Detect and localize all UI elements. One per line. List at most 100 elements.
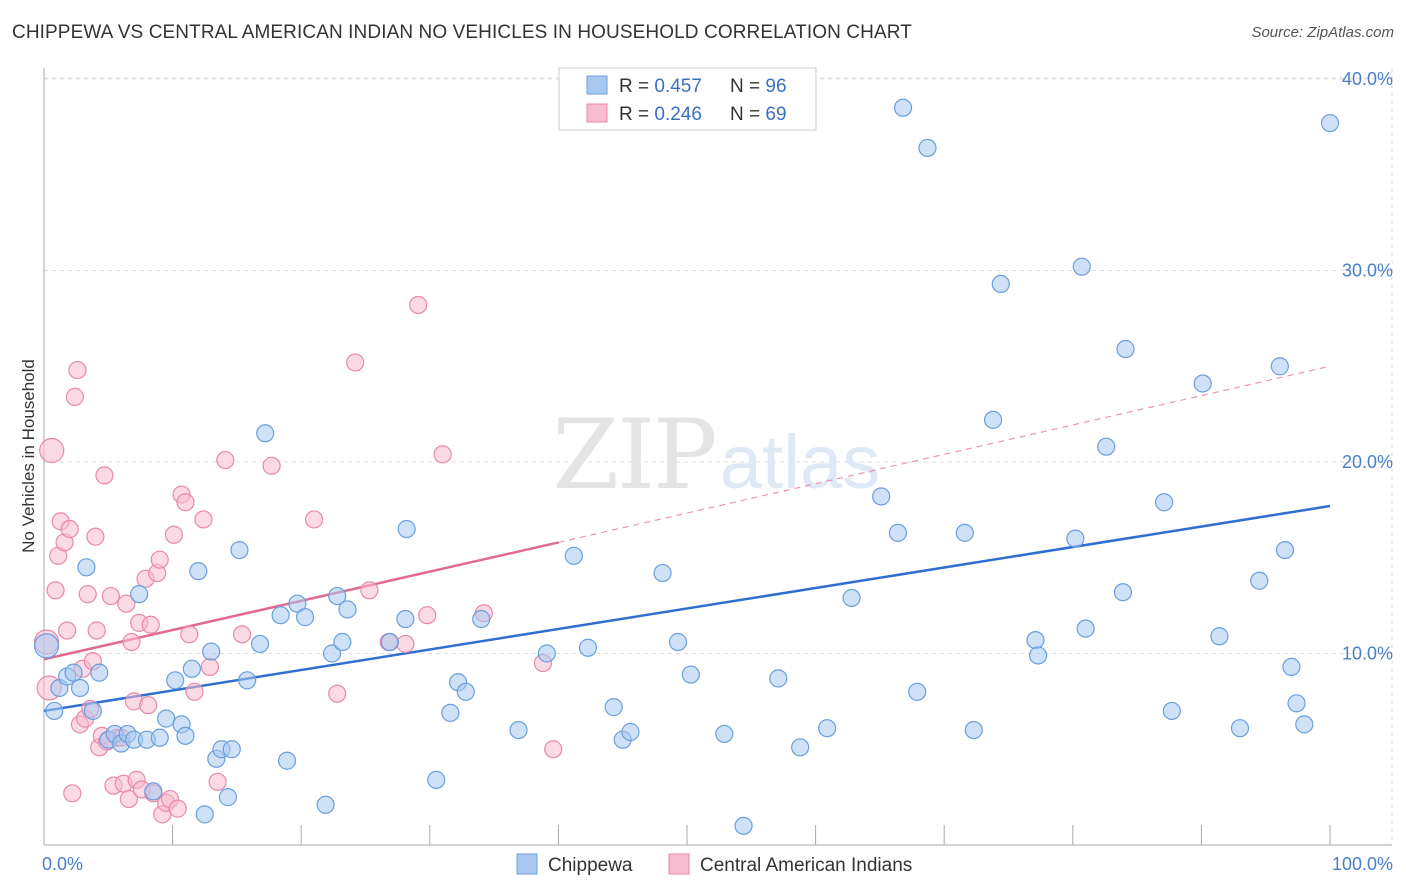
chippewa-point — [202, 642, 221, 661]
chippewa-point — [189, 562, 208, 581]
chippewa-point — [83, 701, 102, 721]
central-american-point — [304, 510, 324, 529]
chippewa-point — [176, 726, 195, 745]
chippewa-point — [964, 720, 983, 740]
bottom-legend-swatch-central — [668, 853, 690, 875]
chippewa-point — [218, 788, 237, 807]
central-american-point — [409, 295, 428, 315]
y-tick-label: 20.0% — [1342, 452, 1393, 472]
chippewa-point — [295, 608, 315, 627]
chippewa-point — [316, 795, 335, 814]
svg-text:N = 69: N = 69 — [730, 104, 787, 125]
chippewa-point — [195, 805, 214, 824]
chippewa-point — [1250, 571, 1269, 590]
chippewa-point — [277, 751, 297, 770]
central-american-point — [46, 581, 65, 600]
y-tick-label: 10.0% — [1342, 644, 1393, 664]
chippewa-point — [791, 738, 810, 757]
chippewa-point — [166, 671, 185, 690]
chippewa-point — [397, 519, 416, 539]
chippewa-point — [77, 558, 96, 577]
central-american-point — [200, 657, 219, 677]
central-american-point — [164, 525, 183, 544]
central-american-point — [208, 772, 227, 791]
chippewa-point — [64, 663, 83, 682]
chippewa-point — [256, 424, 275, 443]
chippewa-point — [238, 671, 257, 690]
chippewa-point — [578, 638, 598, 657]
chippewa-point — [441, 703, 460, 722]
chippewa-point — [509, 720, 528, 740]
y-tick-label: 30.0% — [1342, 261, 1393, 281]
chippewa-point — [33, 633, 60, 659]
central-american-point — [194, 510, 213, 529]
chippewa-point — [1230, 719, 1250, 738]
chippewa-point — [653, 563, 672, 583]
legend-r-value-2: 0.246 — [654, 104, 702, 125]
legend-r-label-1: R = — [619, 76, 654, 97]
y-tick-label: 40.0% — [1342, 69, 1393, 89]
legend-n-value-2: 69 — [765, 104, 786, 125]
central-american-point — [216, 450, 235, 470]
axis-layer: 10.0% 20.0% 30.0% 40.0% 0.0% 100.0% — [42, 68, 1393, 874]
chippewa-point — [715, 724, 734, 744]
chippewa-point — [1320, 113, 1340, 133]
chippewa-point — [983, 410, 1003, 429]
chippewa-point — [230, 540, 249, 560]
chippewa-point — [130, 585, 149, 604]
central-american-point — [396, 634, 415, 654]
chippewa-point — [1066, 529, 1085, 548]
bottom-legend-swatch-chippewa — [516, 853, 538, 875]
central-american-point — [544, 740, 563, 759]
chippewa-point — [1193, 374, 1212, 393]
central-american-point — [39, 437, 65, 464]
chippewa-point — [681, 665, 700, 684]
central-american-point — [360, 581, 379, 600]
central-american-point — [262, 456, 281, 475]
svg-text:R = 0.457: R = 0.457 — [619, 76, 702, 97]
central-american-point — [58, 621, 77, 640]
central-american-point — [433, 445, 452, 464]
central-american-point — [65, 387, 84, 406]
central-american-point — [328, 684, 347, 703]
legend-box: R = 0.457 N = 96 R = 0.246 N = 69 — [558, 67, 817, 131]
legend-n-label-1: N = — [730, 76, 765, 97]
chart-title: CHIPPEWA VS CENTRAL AMERICAN INDIAN NO V… — [12, 22, 912, 43]
central-american-point — [418, 606, 437, 625]
chippewa-point — [621, 722, 640, 742]
chippewa-point — [1270, 357, 1289, 376]
chippewa-point — [1116, 339, 1135, 359]
bottom-legend-label-central: Central American Indians — [700, 855, 912, 876]
series-chippewa — [33, 98, 1340, 835]
central-american-point — [60, 519, 79, 539]
chippewa-point — [150, 728, 169, 747]
legend-swatch-central — [586, 103, 608, 123]
chippewa-point — [472, 609, 491, 629]
chippewa-point — [918, 138, 937, 158]
watermark-zip: ZIP — [552, 399, 715, 511]
chippewa-point — [1097, 437, 1116, 456]
watermark-atlas: atlas — [720, 420, 881, 505]
chippewa-point — [328, 586, 347, 606]
chippewa-point — [338, 600, 357, 619]
chippewa-point — [888, 523, 908, 542]
chippewa-point — [250, 634, 270, 654]
chippewa-point — [955, 523, 974, 542]
bottom-legend-label-chippewa: Chippewa — [548, 855, 633, 876]
central-american-point — [87, 621, 106, 640]
watermark: ZIP atlas — [552, 399, 880, 511]
chippewa-point — [456, 682, 475, 701]
chippewa-point — [1113, 583, 1133, 602]
chippewa-point — [222, 740, 241, 759]
legend-r-value-1: 0.457 — [654, 76, 702, 97]
chippewa-point — [45, 701, 64, 721]
chippewa-point — [271, 606, 290, 625]
x-tick-label: 0.0% — [42, 854, 83, 874]
central-american-point — [139, 696, 158, 715]
chippewa-point — [537, 644, 556, 663]
chippewa-point — [769, 669, 788, 688]
central-american-point — [141, 615, 160, 634]
central-american-point — [117, 594, 136, 613]
x-tick-label: 100.0% — [1332, 854, 1393, 874]
